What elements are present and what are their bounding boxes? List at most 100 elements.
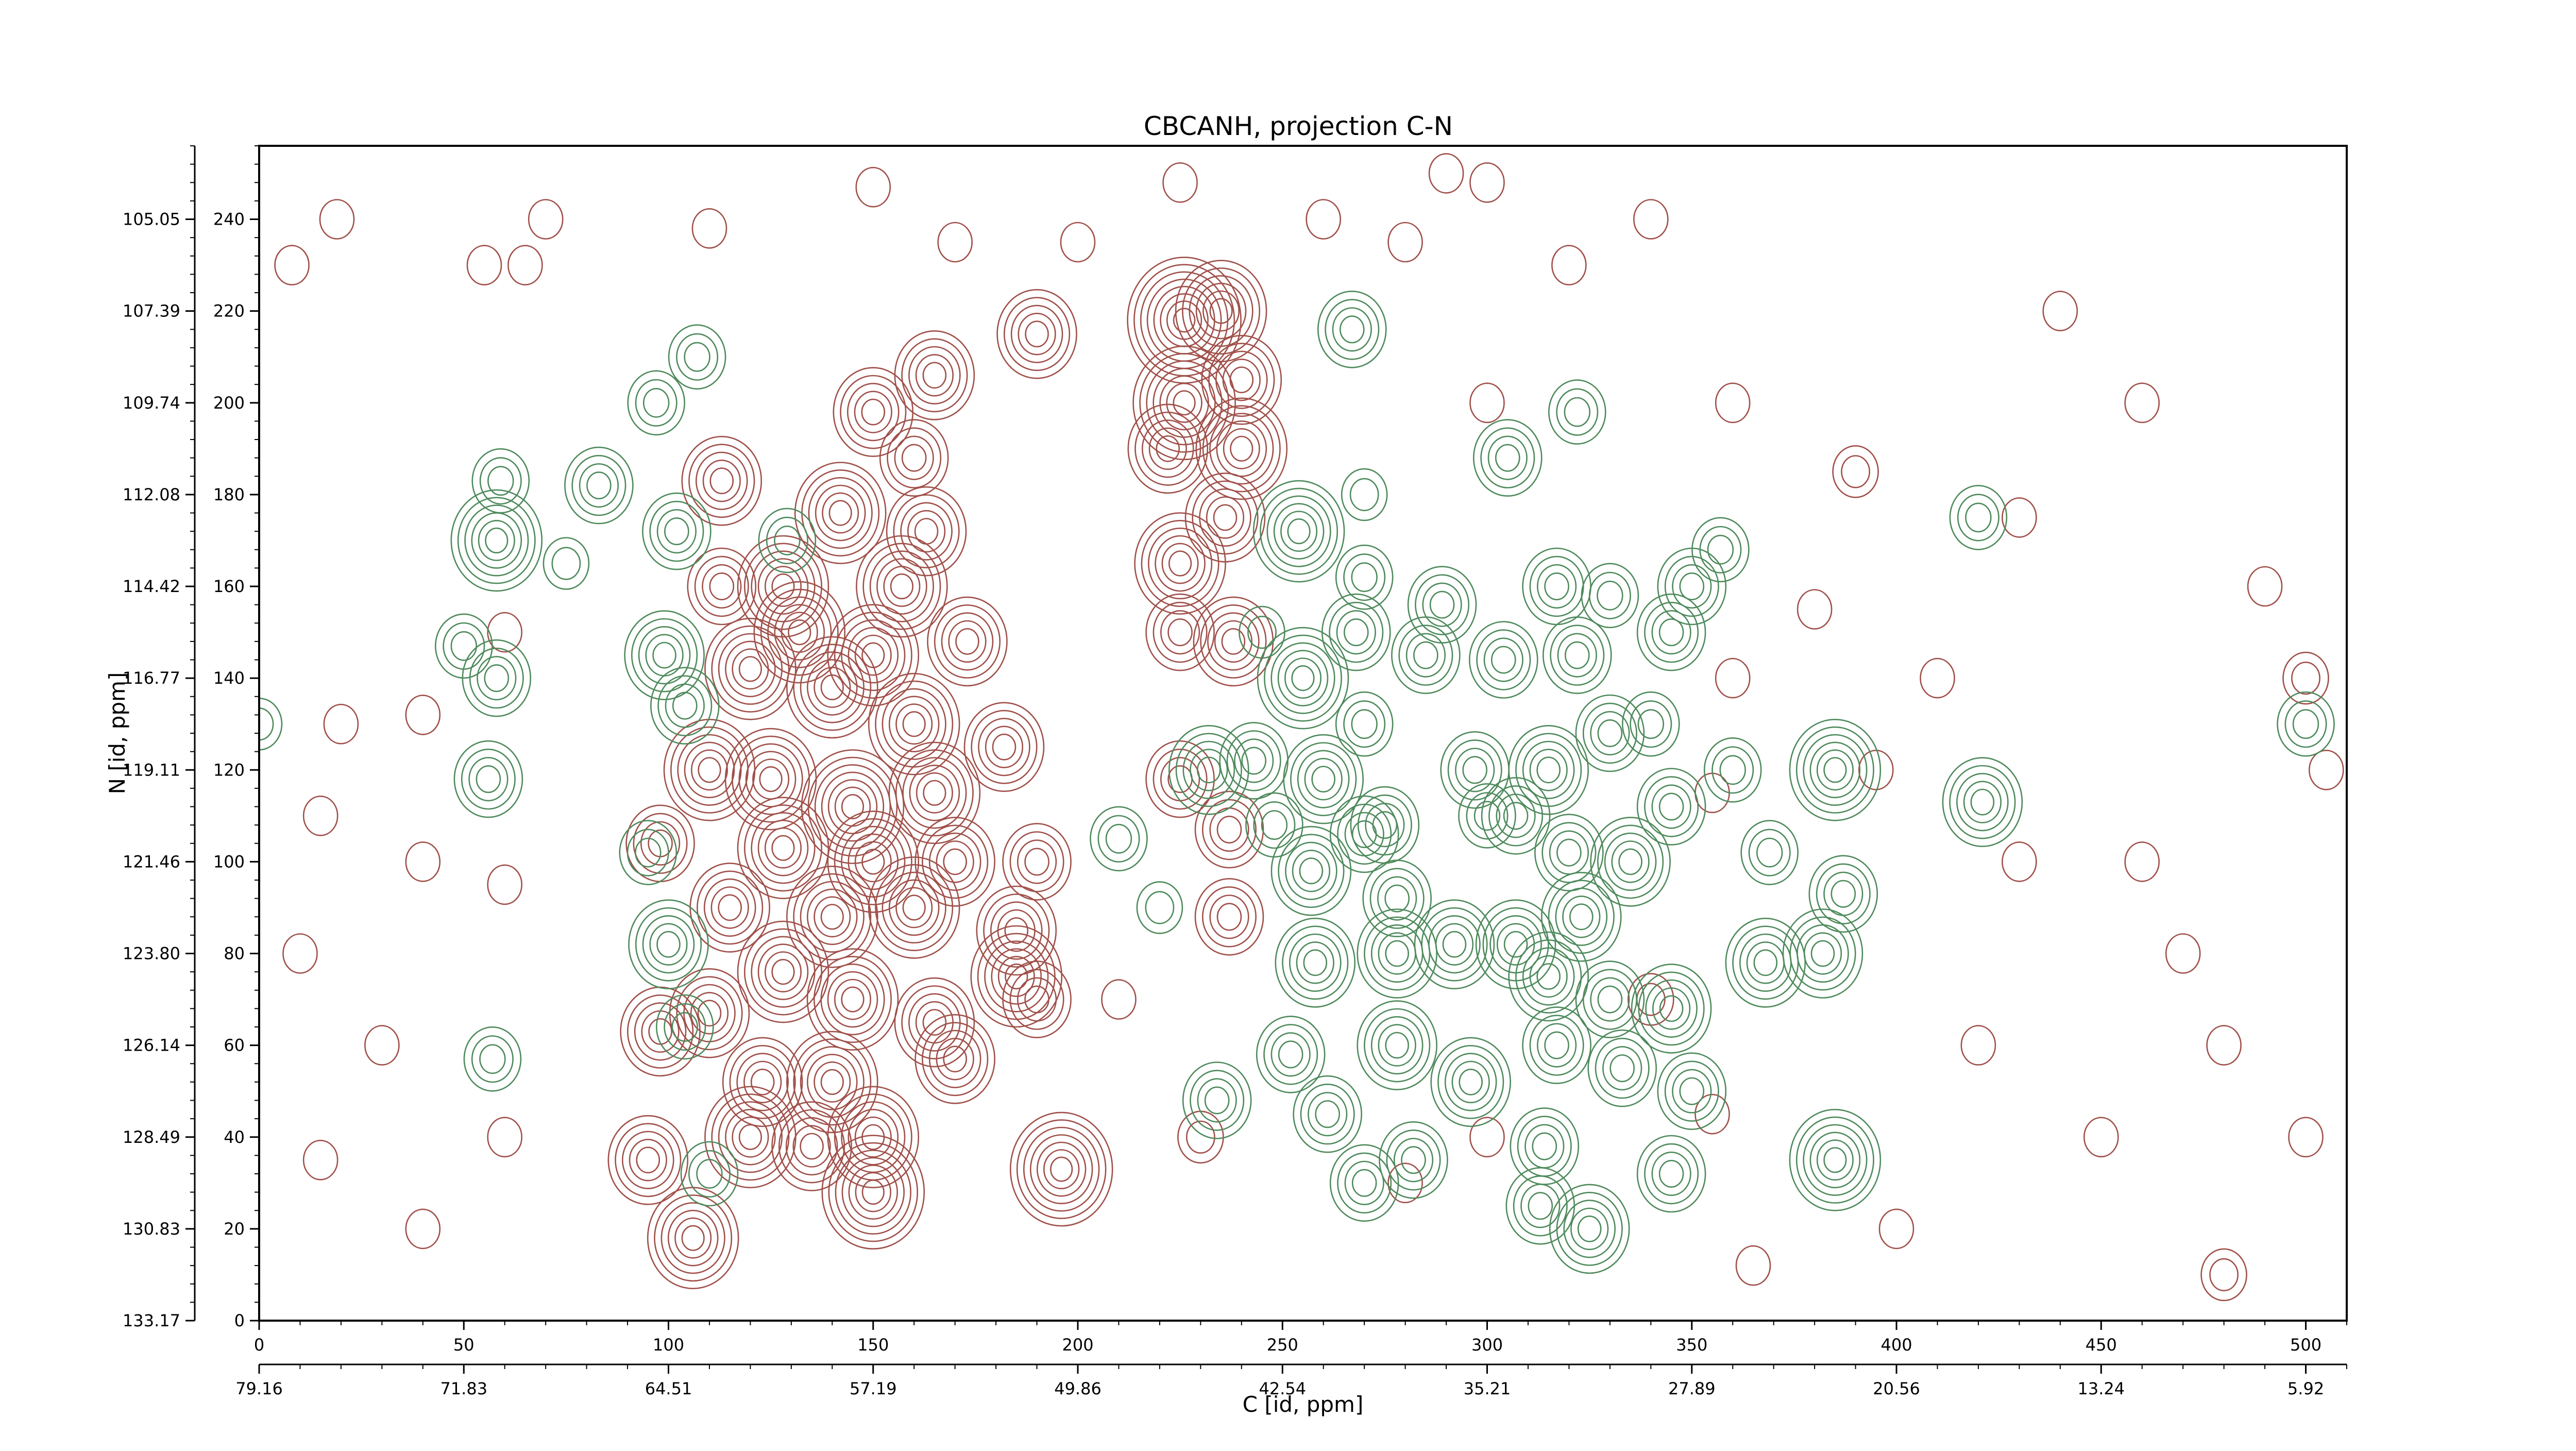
positive-contour-level <box>814 764 891 849</box>
negative-contour-level <box>1562 896 1601 938</box>
positive-contour-level <box>2209 1258 2239 1291</box>
positive-contour-level <box>801 749 905 864</box>
negative-peak <box>1549 1184 1630 1274</box>
negative-contour-level <box>1789 719 1882 821</box>
positive-peak <box>323 703 359 745</box>
positive-contour-level <box>888 741 981 845</box>
positive-contour-level <box>895 887 933 929</box>
negative-contour-level <box>1719 755 1746 785</box>
positive-contour-level <box>633 813 688 874</box>
negative-contour-level <box>479 1044 506 1074</box>
negative-peak <box>1789 1109 1882 1211</box>
y-tick-label: 220 <box>213 301 245 321</box>
negative-contour-level <box>1414 899 1495 989</box>
positive-contour-level <box>1145 593 1215 671</box>
negative-contour-level <box>1522 947 1575 1006</box>
positive-contour-level <box>807 659 858 716</box>
negative-peak <box>462 639 532 717</box>
negative-contour-level <box>1658 1160 1684 1188</box>
positive-peak <box>1551 245 1587 285</box>
x-tick-label: 100 <box>653 1335 684 1355</box>
positive-contour-level <box>861 642 885 668</box>
x-ppm-tick-label: 79.16 <box>235 1379 283 1398</box>
positive-contour-level <box>1025 320 1049 348</box>
positive-peak <box>681 435 762 526</box>
x-ppm-tick-label: 5.92 <box>2287 1379 2324 1398</box>
positive-contour-level <box>405 1208 441 1250</box>
negative-peak <box>1379 1121 1448 1199</box>
positive-contour-level <box>687 547 757 626</box>
negative-contour-level <box>1190 1070 1245 1131</box>
negative-contour-level <box>656 509 697 554</box>
positive-contour-level <box>736 1053 789 1111</box>
positive-peak <box>2282 651 2329 705</box>
positive-contour-level <box>936 840 974 883</box>
negative-contour-level <box>1541 872 1622 962</box>
negative-contour-level <box>1711 746 1754 794</box>
positive-contour-level <box>847 382 900 442</box>
negative-contour-level <box>642 915 695 974</box>
negative-contour-level <box>1475 899 1556 989</box>
positive-contour-level <box>771 835 795 861</box>
positive-contour-level <box>732 648 769 690</box>
negative-contour-level <box>1476 629 1531 690</box>
positive-contour-level <box>1134 411 1201 486</box>
negative-contour-level <box>1513 1175 1568 1237</box>
positive-peak <box>2206 1025 2242 1066</box>
positive-contour-level <box>1009 831 1064 892</box>
positive-peak <box>2002 497 2037 538</box>
negative-peak <box>1657 1052 1727 1130</box>
y-tick-label: 180 <box>213 485 245 504</box>
positive-peak <box>282 933 318 974</box>
negative-peak <box>1440 731 1510 809</box>
negative-contour-level <box>649 500 704 562</box>
positive-peak <box>914 1014 995 1104</box>
positive-contour-level <box>934 604 1001 679</box>
positive-peak <box>607 1115 689 1205</box>
positive-contour-level <box>1209 807 1249 852</box>
negative-contour-level <box>2284 700 2327 748</box>
positive-peak <box>722 1037 803 1127</box>
negative-contour-level <box>1337 803 1392 865</box>
positive-contour-level <box>991 948 1042 1005</box>
negative-contour-level <box>1351 1169 1377 1197</box>
negative-contour-level <box>1604 832 1657 891</box>
negative-contour-level <box>1816 749 1854 791</box>
positive-contour-level <box>1206 496 1245 539</box>
plot-frame <box>258 145 2348 1322</box>
positive-contour-level <box>854 634 892 676</box>
positive-contour-level <box>1173 390 1196 416</box>
negative-contour-level <box>1809 741 1861 799</box>
positive-peak <box>1735 1245 1771 1286</box>
negative-contour-level <box>1275 918 1356 1008</box>
negative-peak <box>1481 777 1551 855</box>
positive-contour-level <box>1009 1111 1113 1227</box>
positive-contour-level <box>997 956 1035 997</box>
positive-contour-level <box>848 627 899 684</box>
negative-contour-level <box>1602 1046 1642 1091</box>
positive-contour-level <box>1166 382 1202 423</box>
negative-contour-level <box>1803 1124 1868 1196</box>
negative-contour-level <box>1630 700 1672 748</box>
positive-peak <box>1469 382 1505 424</box>
negative-contour-level <box>1587 1029 1657 1107</box>
negative-peak <box>1350 786 1420 864</box>
positive-contour-level <box>827 604 920 706</box>
negative-contour-level <box>684 342 710 372</box>
negative-contour-level <box>1565 641 1590 669</box>
positive-contour-level <box>834 978 872 1020</box>
positive-peak <box>528 199 564 240</box>
x-ppm-tick-label: 20.56 <box>1873 1379 1920 1398</box>
positive-contour-level <box>1101 979 1137 1020</box>
negative-contour-level <box>1652 987 1691 1030</box>
negative-contour-level <box>1563 1200 1616 1258</box>
negative-contour-level <box>1260 487 1338 575</box>
positive-contour-level <box>660 1202 725 1274</box>
negative-contour-level <box>1204 1086 1230 1115</box>
negative-peak <box>650 667 720 745</box>
positive-contour-level <box>895 703 933 745</box>
positive-contour-level <box>1002 960 1072 1038</box>
positive-peak <box>620 986 701 1077</box>
negative-contour-level <box>1556 1191 1623 1266</box>
